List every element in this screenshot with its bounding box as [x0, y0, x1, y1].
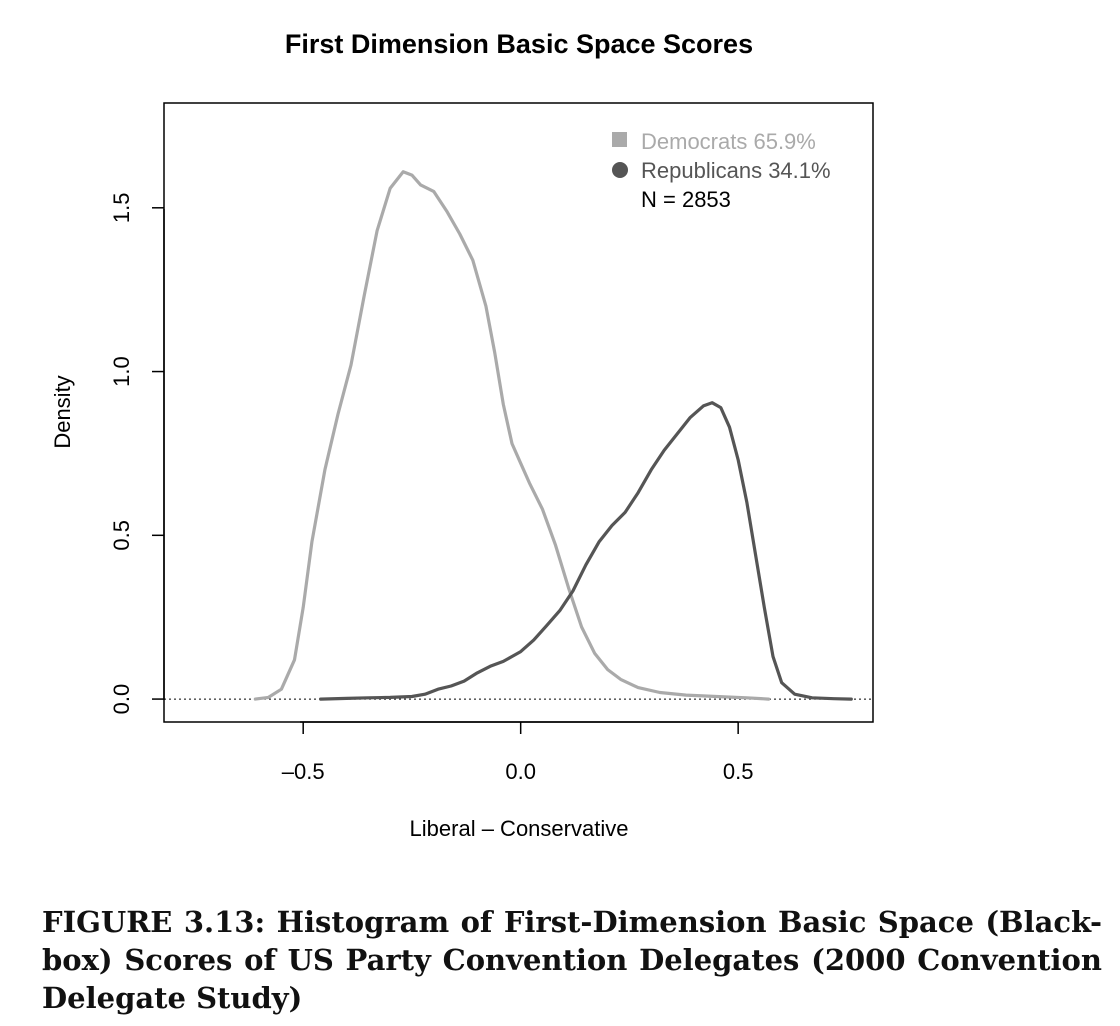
chart-title: First Dimension Basic Space Scores: [285, 29, 753, 59]
series-line-democrats: [253, 170, 771, 701]
y-tick-label: 1.0: [109, 356, 134, 387]
x-axis-ticks: –0.5 0.0 0.5: [282, 722, 754, 784]
figure-caption: FIGURE 3.13: Histogram of First-Dimensio…: [42, 905, 1102, 1015]
chart: First Dimension Basic Space Scores –0.5 0…: [50, 29, 874, 841]
legend-marker-republicans: [612, 162, 628, 178]
series-layer: [253, 170, 853, 701]
legend-marker-democrats: [612, 132, 627, 147]
x-axis-label: Liberal – Conservative: [410, 816, 629, 841]
y-axis-label: Density: [50, 375, 75, 448]
y-tick-label: 0.5: [109, 520, 134, 551]
legend-label-republicans: Republicans 34.1%: [641, 158, 831, 183]
y-axis-ticks: 0.0 0.5 1.0 1.5: [109, 193, 164, 715]
legend: Democrats 65.9% Republicans 34.1% N = 28…: [612, 129, 831, 212]
legend-label-democrats: Democrats 65.9%: [641, 129, 816, 154]
series-line-republicans: [319, 401, 853, 701]
y-tick-label: 0.0: [109, 684, 134, 715]
x-tick-label: 0.0: [505, 759, 536, 784]
y-tick-label: 1.5: [109, 193, 134, 224]
x-tick-label: 0.5: [723, 759, 754, 784]
x-tick-label: –0.5: [282, 759, 325, 784]
legend-sample-size: N = 2853: [641, 187, 731, 212]
